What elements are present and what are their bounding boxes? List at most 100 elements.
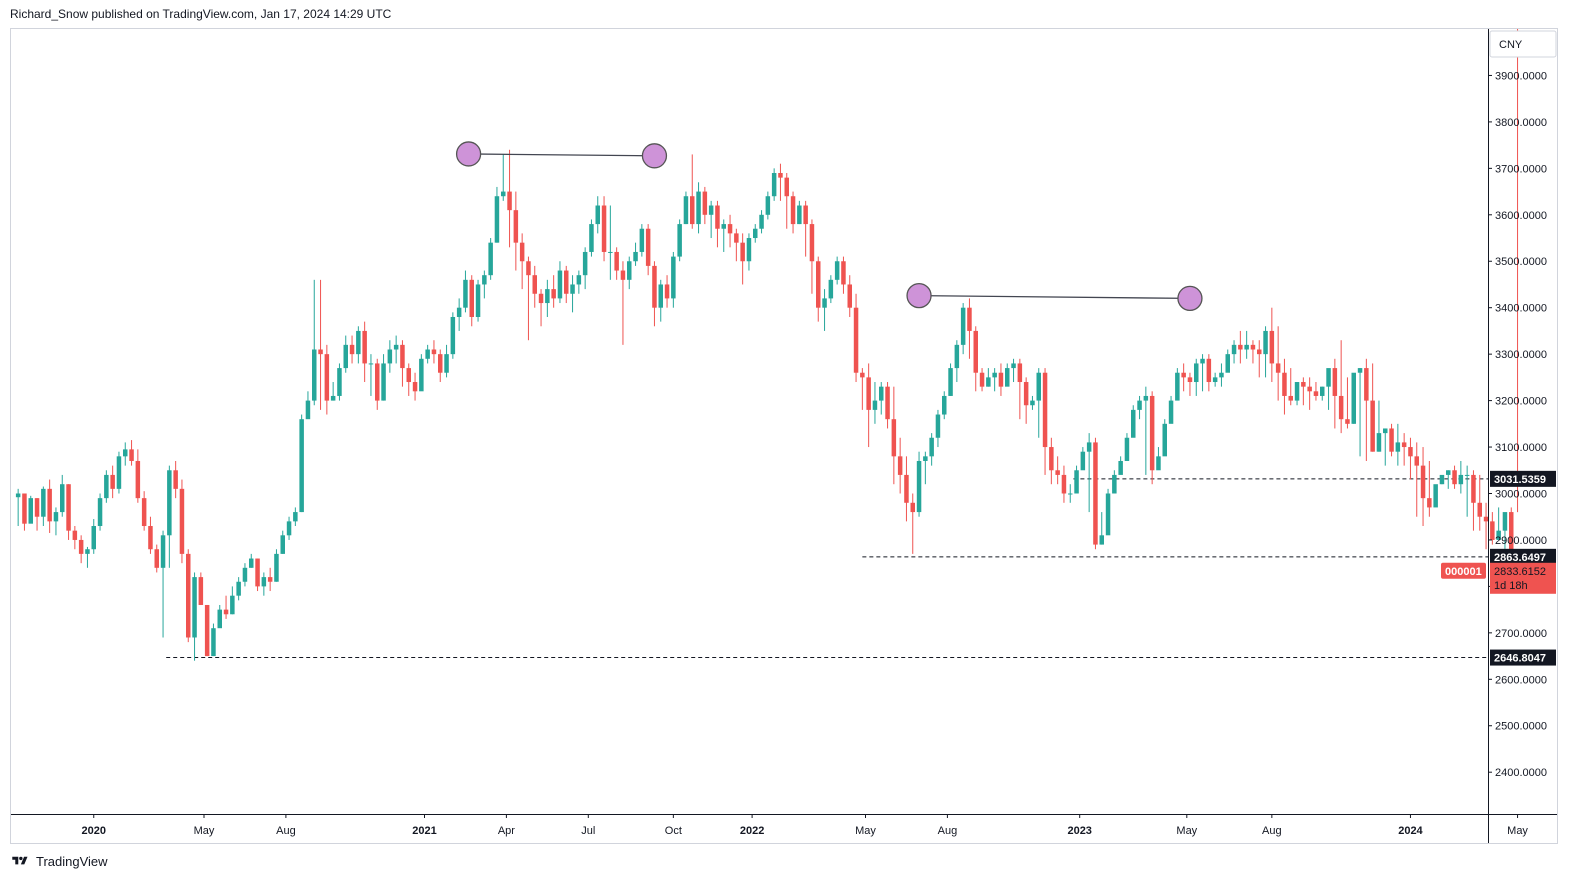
candle-body[interactable] (576, 275, 582, 285)
candle-body[interactable] (393, 344, 399, 350)
candle-body[interactable] (1042, 372, 1048, 448)
candle-body[interactable] (891, 419, 897, 457)
candle-body[interactable] (1313, 391, 1319, 396)
candle-body[interactable] (419, 358, 424, 392)
candle-body[interactable] (1307, 386, 1312, 392)
candle-body[interactable] (1093, 442, 1098, 545)
trend-line[interactable] (919, 294, 1190, 300)
candle-body[interactable] (721, 224, 727, 229)
candle-body[interactable] (879, 386, 884, 401)
candle-body[interactable] (1263, 330, 1268, 355)
candle-body[interactable] (658, 284, 664, 308)
candle-body[interactable] (1219, 372, 1224, 378)
candle-body[interactable] (1112, 474, 1117, 494)
candle-body[interactable] (1143, 395, 1149, 401)
candle-body[interactable] (267, 577, 273, 582)
candle-body[interactable] (154, 549, 160, 568)
candle-body[interactable] (929, 437, 934, 457)
candle-body[interactable] (935, 414, 941, 438)
candle-body[interactable] (1288, 395, 1294, 401)
candle-body[interactable] (312, 349, 317, 401)
candle-body[interactable] (236, 581, 241, 596)
candle-body[interactable] (557, 270, 563, 299)
candle-body[interactable] (816, 261, 821, 308)
candle-body[interactable] (1389, 428, 1394, 452)
candle-body[interactable] (1269, 330, 1275, 364)
candle-body[interactable] (1118, 460, 1123, 475)
plot-area[interactable] (11, 29, 1488, 814)
candle-body[interactable] (66, 484, 71, 531)
candle-body[interactable] (431, 349, 437, 355)
candle-body[interactable] (1326, 368, 1331, 387)
candle-body[interactable] (192, 577, 197, 638)
candle-body[interactable] (595, 205, 601, 225)
candle-body[interactable] (104, 474, 109, 499)
candle-body[interactable] (847, 284, 853, 308)
candle-body[interactable] (343, 344, 349, 369)
candle-body[interactable] (293, 512, 298, 522)
candle-body[interactable] (173, 470, 178, 489)
candle-body[interactable] (1175, 372, 1180, 401)
candle-body[interactable] (627, 261, 632, 280)
candle-body[interactable] (614, 251, 619, 271)
candle-body[interactable] (1074, 470, 1079, 494)
candle-body[interactable] (148, 526, 153, 550)
candle-body[interactable] (1320, 386, 1325, 396)
candle-body[interactable] (1351, 372, 1357, 424)
candle-body[interactable] (1345, 419, 1350, 424)
candle-body[interactable] (412, 382, 418, 392)
candle-body[interactable] (910, 502, 916, 513)
candle-body[interactable] (255, 558, 260, 587)
candle-body[interactable] (204, 604, 210, 657)
candle-body[interactable] (1061, 474, 1067, 494)
candle-body[interactable] (834, 261, 840, 280)
candle-body[interactable] (60, 484, 65, 513)
candle-body[interactable] (765, 196, 771, 215)
candle-body[interactable] (683, 196, 689, 225)
candle-body[interactable] (923, 456, 928, 461)
candle-body[interactable] (866, 377, 871, 410)
candle-body[interactable] (217, 609, 223, 629)
candle-body[interactable] (280, 535, 286, 554)
candle-body[interactable] (91, 526, 97, 550)
candle-body[interactable] (15, 493, 21, 498)
candle-body[interactable] (1439, 474, 1445, 485)
candle-body[interactable] (809, 224, 815, 262)
candle-body[interactable] (904, 474, 909, 503)
candle-body[interactable] (381, 363, 386, 401)
candle-body[interactable] (1017, 363, 1023, 383)
candle-body[interactable] (1483, 516, 1489, 522)
candle-body[interactable] (708, 205, 714, 215)
candle-body[interactable] (841, 261, 846, 285)
candle-body[interactable] (828, 279, 834, 299)
candle-body[interactable] (1149, 395, 1155, 471)
candle-body[interactable] (1099, 535, 1105, 545)
candle-body[interactable] (1200, 358, 1205, 364)
candle-body[interactable] (368, 363, 374, 365)
candle-body[interactable] (1187, 377, 1193, 383)
candle-body[interactable] (444, 354, 449, 373)
candle-body[interactable] (790, 196, 796, 225)
candle-body[interactable] (973, 330, 979, 373)
candle-body[interactable] (1055, 470, 1060, 475)
candle-body[interactable] (759, 214, 764, 229)
candle-body[interactable] (211, 628, 216, 657)
trend-line[interactable] (468, 153, 655, 157)
candle-body[interactable] (1005, 368, 1010, 387)
candle-body[interactable] (564, 270, 569, 294)
candle-body[interactable] (53, 512, 59, 522)
tradingview-brand[interactable]: TradingView (36, 853, 108, 869)
candle-body[interactable] (1124, 437, 1130, 461)
candle-body[interactable] (545, 289, 550, 304)
candle-body[interactable] (1238, 344, 1243, 350)
candle-body[interactable] (1049, 447, 1054, 471)
candle-body[interactable] (387, 349, 393, 364)
candle-body[interactable] (1231, 344, 1237, 355)
candle-body[interactable] (633, 251, 638, 262)
candle-body[interactable] (671, 256, 676, 299)
currency-box[interactable] (1489, 30, 1557, 58)
candle-body[interactable] (1332, 368, 1338, 396)
candle-body[interactable] (97, 498, 103, 527)
candle-body[interactable] (1194, 363, 1199, 383)
candle-body[interactable] (1131, 409, 1136, 438)
